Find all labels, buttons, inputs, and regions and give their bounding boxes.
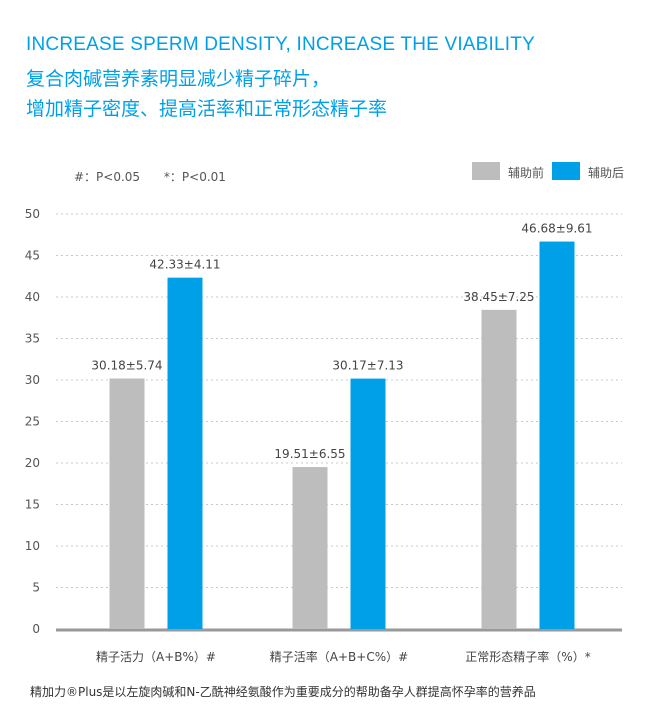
y-tick-label: 50 xyxy=(25,207,40,221)
bar-after xyxy=(167,277,203,629)
data-label-before: 38.45±7.25 xyxy=(463,290,534,304)
x-category-label: 正常形态精子率（%）* xyxy=(465,649,590,664)
y-tick-label: 20 xyxy=(25,456,40,470)
y-tick-label: 35 xyxy=(25,332,40,346)
significance-note-p001: *：P<0.01 xyxy=(163,170,226,184)
y-tick-label: 30 xyxy=(25,373,40,387)
y-tick-label: 40 xyxy=(25,290,40,304)
significance-notes: #：P<0.05 *：P<0.01 xyxy=(74,168,246,185)
legend-swatch-after xyxy=(552,162,580,180)
bar-after xyxy=(539,241,575,629)
bar-after xyxy=(350,378,386,629)
bar-before xyxy=(292,467,328,629)
legend-label-after: 辅助后 xyxy=(588,166,625,180)
footnote: 精加力®Plus是以左旋肉碱和N-乙酰神经氨酸作为重要成分的帮助备孕人群提高怀孕… xyxy=(30,685,536,699)
title-cn-line1: 复合肉碱营养素明显减少精子碎片， xyxy=(26,68,331,90)
y-tick-label: 25 xyxy=(25,415,40,429)
data-label-after: 42.33±4.11 xyxy=(149,258,220,272)
significance-note-p005: #：P<0.05 xyxy=(74,170,141,184)
y-tick-label: 15 xyxy=(25,498,40,512)
bar-before xyxy=(109,378,145,629)
y-tick-label: 45 xyxy=(25,249,40,263)
legend: 辅助前 辅助后 xyxy=(472,162,632,182)
title-en: INCREASE SPERM DENSITY, INCREASE THE VIA… xyxy=(26,34,535,55)
data-label-before: 30.18±5.74 xyxy=(91,359,162,373)
data-label-after: 30.17±7.13 xyxy=(332,359,403,373)
x-category-label: 精子活力（A+B%）# xyxy=(96,650,216,664)
y-tick-label: 10 xyxy=(25,539,40,553)
x-category-label: 精子活率（A+B+C%）# xyxy=(270,649,408,664)
title-cn-line2: 增加精子密度、提高活率和正常形态精子率 xyxy=(26,98,388,120)
data-label-before: 19.51±6.55 xyxy=(274,447,345,461)
data-label-after: 46.68±9.61 xyxy=(521,222,592,236)
legend-swatch-before xyxy=(472,162,500,180)
legend-label-before: 辅助前 xyxy=(508,166,545,180)
y-tick-label: 0 xyxy=(32,622,40,636)
bar-before xyxy=(481,309,517,629)
y-tick-label: 5 xyxy=(32,581,40,595)
